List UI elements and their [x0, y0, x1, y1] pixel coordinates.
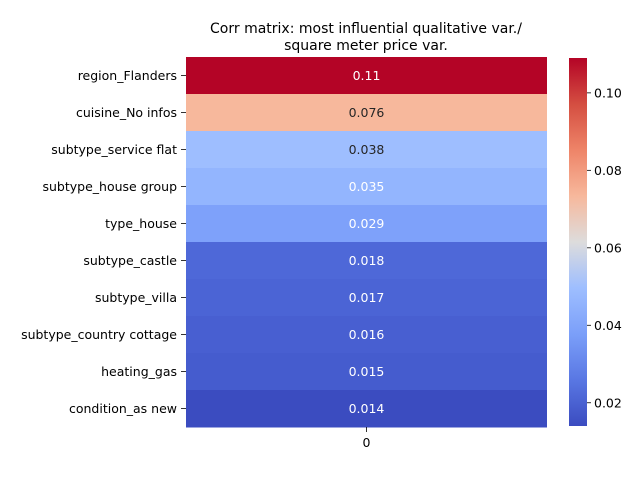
colorbar-tick-label: 0.02	[594, 395, 622, 410]
cell-value-label: 0.029	[349, 216, 385, 231]
heatmap-cell	[186, 316, 547, 354]
colorbar-tick-label: 0.08	[594, 163, 622, 178]
cell-value-label: 0.038	[349, 142, 385, 157]
colorbar-tick-label: 0.06	[594, 240, 622, 255]
column-label: 0	[363, 435, 371, 450]
row-label: subtype_house group	[42, 179, 177, 194]
cell-value-label: 0.016	[349, 327, 385, 342]
row-label: type_house	[105, 216, 177, 231]
colorbar: 0.02 0.04 0.06 0.08 0.10	[569, 58, 622, 426]
heatmap-cell	[186, 94, 547, 132]
row-labels: region_Flanders cuisine_No infos subtype_s…	[21, 68, 186, 416]
cell-value-label: 0.076	[349, 105, 385, 120]
heatmap-cell	[186, 205, 547, 243]
cell-value-label: 0.11	[353, 68, 381, 83]
heatmap-cells: 0.11 0.076 0.038 0.035 0.029 0.018 0.017 0.016 0…	[186, 57, 547, 428]
chart-title-line2: square meter price var.	[284, 38, 448, 54]
colorbar-tick-label: 0.04	[594, 318, 622, 333]
cell-value-label: 0.014	[349, 401, 385, 416]
row-label: cuisine_No infos	[76, 105, 177, 120]
row-label: subtype_service flat	[51, 142, 177, 157]
colorbar-gradient	[569, 58, 587, 426]
heatmap-cell	[186, 390, 547, 428]
heatmap-cell	[186, 131, 547, 169]
cell-value-label: 0.015	[349, 364, 385, 379]
column-labels: 0	[363, 427, 371, 450]
row-label: subtype_country cottage	[21, 327, 177, 342]
heatmap-cell	[186, 242, 547, 280]
cell-value-label: 0.017	[349, 290, 385, 305]
cell-value-label: 0.035	[349, 179, 385, 194]
colorbar-tick-label: 0.10	[594, 85, 622, 100]
colorbar-ticks: 0.02 0.04 0.06 0.08 0.10	[587, 85, 622, 410]
heatmap-cell	[186, 57, 547, 95]
row-label: heating_gas	[101, 364, 177, 379]
heatmap-cell	[186, 353, 547, 391]
row-label: region_Flanders	[78, 68, 177, 83]
heatmap-cell	[186, 168, 547, 206]
row-label: subtype_villa	[95, 290, 177, 305]
heatmap-cell	[186, 279, 547, 317]
row-label: subtype_castle	[83, 253, 177, 268]
row-label: condition_as new	[69, 401, 177, 416]
cell-value-label: 0.018	[349, 253, 385, 268]
chart-title-line1: Corr matrix: most influential qualitativ…	[210, 21, 522, 37]
